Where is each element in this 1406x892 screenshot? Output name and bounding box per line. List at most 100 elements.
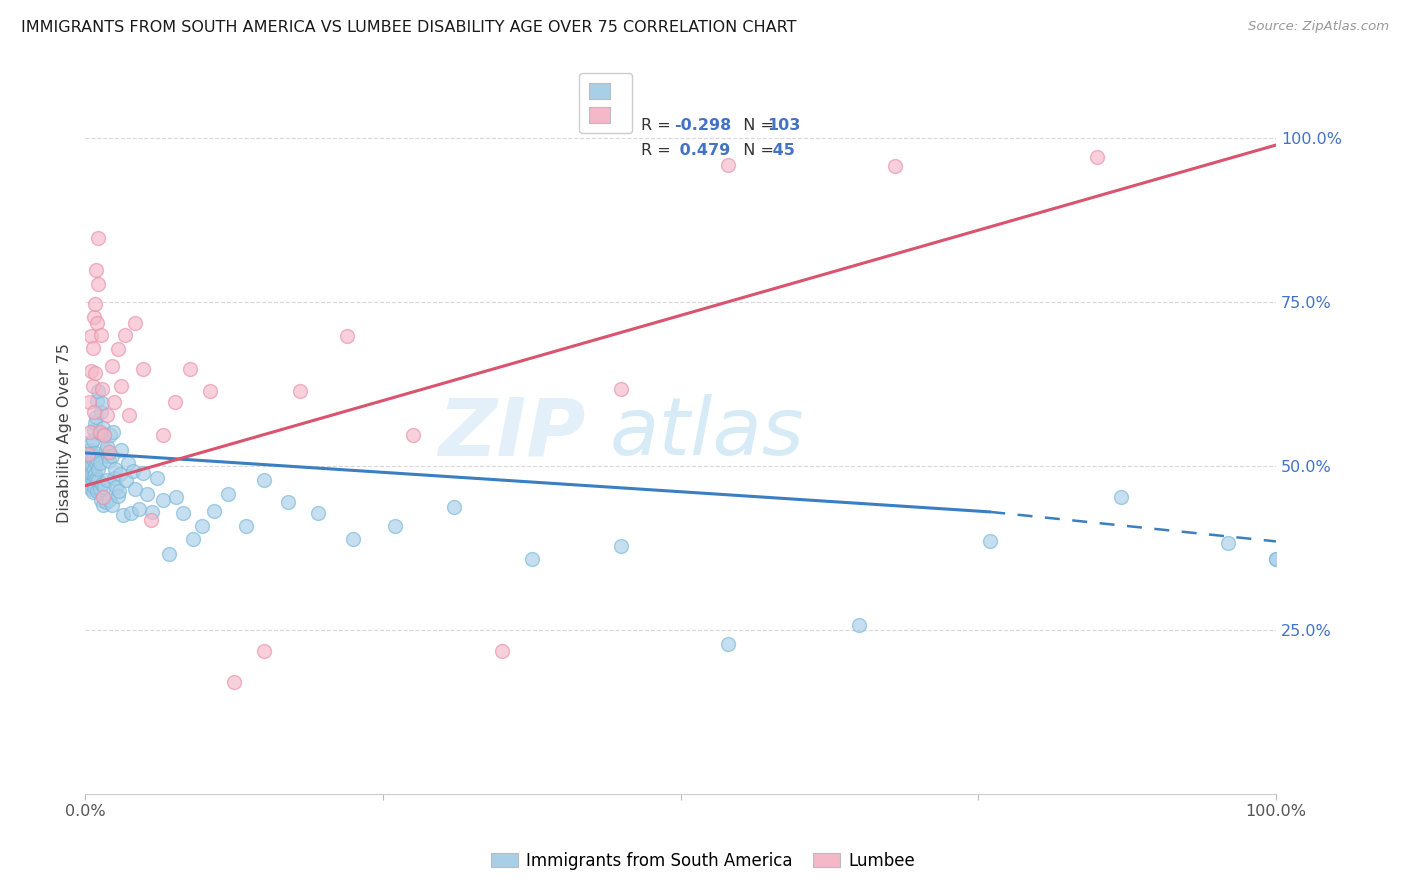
Point: [98, 493, 121, 508]
Point: [131, 362, 153, 376]
Point: [89, 482, 111, 496]
Point: [136, 486, 159, 500]
Point: [124, 482, 146, 496]
Point: [82, 341, 104, 355]
Point: [384, 519, 406, 533]
Point: [1109, 491, 1132, 505]
Point: [157, 548, 180, 562]
Point: [89, 425, 111, 439]
Point: [83, 310, 105, 324]
Point: [848, 617, 870, 632]
Point: [80, 447, 103, 461]
Text: IMMIGRANTS FROM SOUTH AMERICA VS LUMBEE DISABILITY AGE OVER 75 CORRELATION CHART: IMMIGRANTS FROM SOUTH AMERICA VS LUMBEE …: [21, 20, 797, 35]
Point: [80, 436, 103, 450]
Point: [80, 329, 103, 343]
Point: [117, 456, 139, 470]
Y-axis label: Disability Age Over 75: Disability Age Over 75: [58, 343, 72, 524]
Point: [100, 427, 122, 442]
Point: [77, 451, 100, 466]
Point: [91, 396, 114, 410]
Point: [402, 427, 425, 442]
Point: [76, 462, 98, 476]
Point: [112, 508, 135, 523]
Point: [107, 343, 129, 357]
Point: [114, 328, 136, 343]
Point: [79, 454, 101, 468]
Point: [77, 395, 100, 409]
Text: R =: R =: [641, 118, 675, 133]
Point: [443, 500, 465, 514]
Point: [80, 466, 103, 480]
Point: [103, 395, 125, 409]
Point: [610, 382, 633, 396]
Point: [82, 433, 104, 447]
Point: [342, 533, 364, 547]
Text: Source: ZipAtlas.com: Source: ZipAtlas.com: [1249, 20, 1389, 33]
Point: [96, 474, 118, 488]
Point: [83, 366, 105, 380]
Point: [128, 501, 150, 516]
Point: [76, 452, 98, 467]
Point: [100, 499, 122, 513]
Point: [139, 513, 162, 527]
Point: [77, 456, 100, 470]
Point: [76, 449, 98, 463]
Point: [105, 480, 128, 494]
Point: [84, 409, 107, 424]
Point: [82, 452, 104, 467]
Point: [86, 452, 108, 467]
Point: [91, 382, 114, 396]
Point: [93, 480, 115, 494]
Point: [87, 277, 110, 291]
Point: [163, 395, 186, 409]
Point: [84, 456, 107, 470]
Point: [91, 477, 114, 491]
Point: [277, 495, 299, 509]
Point: [77, 446, 100, 460]
Point: [84, 262, 107, 277]
Point: [90, 328, 112, 343]
Point: [90, 405, 112, 419]
Point: [93, 427, 115, 442]
Point: [124, 316, 146, 330]
Point: [100, 359, 122, 374]
Point: [141, 505, 163, 519]
Text: 45: 45: [768, 143, 794, 158]
Point: [181, 533, 204, 547]
Point: [108, 467, 131, 481]
Point: [76, 467, 98, 481]
Point: [717, 637, 740, 651]
Point: [122, 464, 145, 478]
Point: [83, 446, 105, 460]
Point: [118, 408, 141, 422]
Point: [98, 444, 121, 458]
Legend: Immigrants from South America, Lumbee: Immigrants from South America, Lumbee: [485, 846, 921, 877]
Point: [83, 449, 105, 463]
Point: [146, 471, 169, 485]
Point: [83, 296, 105, 310]
Point: [235, 519, 257, 533]
Point: [93, 427, 115, 442]
Text: 0.479: 0.479: [675, 143, 731, 158]
Point: [107, 483, 129, 498]
Point: [83, 468, 105, 483]
Point: [76, 447, 98, 461]
Point: [491, 644, 513, 658]
Point: [83, 467, 105, 481]
Point: [79, 442, 101, 457]
Point: [94, 442, 117, 457]
Point: [152, 427, 174, 442]
Point: [82, 379, 104, 393]
Point: [80, 458, 103, 472]
Point: [98, 454, 121, 468]
Point: [80, 364, 103, 378]
Point: [179, 362, 201, 376]
Point: [90, 493, 112, 508]
Point: [86, 393, 108, 408]
Point: [83, 423, 105, 437]
Point: [83, 480, 105, 494]
Point: [1085, 150, 1108, 164]
Text: ZIP: ZIP: [439, 394, 585, 472]
Point: [96, 408, 118, 422]
Point: [83, 405, 105, 419]
